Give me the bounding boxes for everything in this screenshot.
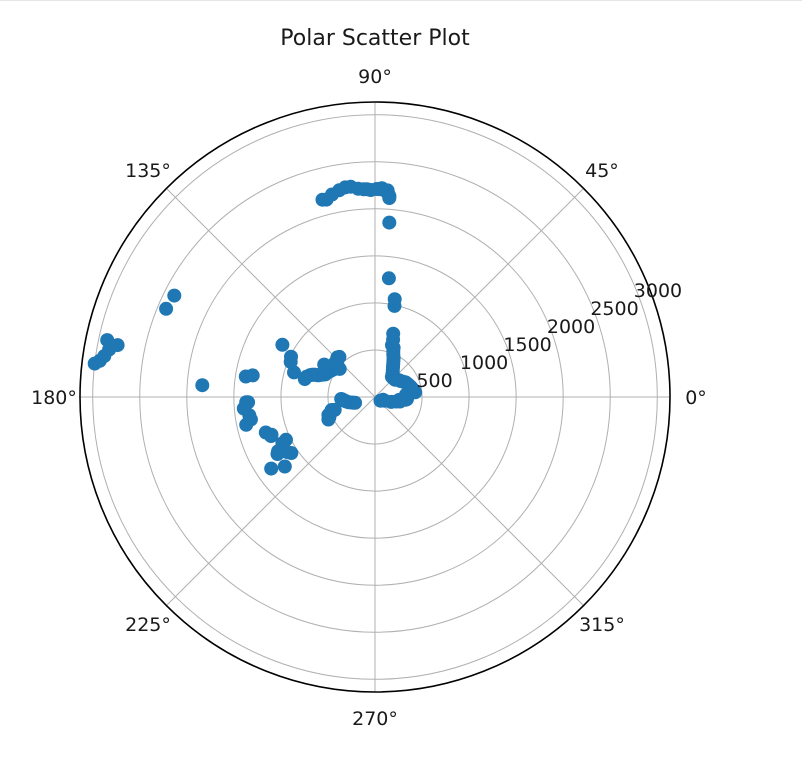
scatter-point	[275, 337, 290, 352]
r-tick-label: 2500	[590, 298, 638, 320]
theta-tick-label: 45°	[585, 160, 619, 182]
r-tick-label: 1000	[460, 352, 508, 374]
scatter-point	[245, 368, 260, 383]
polar-grid	[80, 102, 670, 692]
scatter-point	[277, 459, 292, 474]
scatter-point	[297, 372, 312, 387]
scatter-point	[321, 412, 336, 427]
scatter-point	[382, 215, 397, 230]
r-tick-label: 500	[416, 370, 452, 392]
theta-tick-label: 90°	[358, 66, 392, 88]
scatter-point	[287, 365, 301, 380]
theta-tick-label: 135°	[125, 160, 171, 182]
scatter-point	[97, 349, 112, 364]
scatter-point	[236, 401, 251, 416]
scatter-point	[284, 349, 298, 364]
scatter-point	[195, 378, 210, 393]
top-border	[0, 0, 802, 1]
tick-labels: 0°45°90°135°180°225°270°315°500100015002…	[31, 66, 707, 730]
theta-tick-label: 180°	[31, 387, 77, 409]
r-tick-label: 3000	[634, 280, 682, 302]
scatter-point	[393, 394, 407, 409]
scatter-point	[159, 301, 174, 316]
scatter-point	[382, 191, 397, 205]
scatter-point	[334, 392, 349, 406]
scatter-point	[387, 298, 402, 313]
scatter-point	[110, 338, 125, 353]
r-tick-label: 1500	[503, 334, 551, 356]
scatter-point	[100, 333, 115, 348]
theta-gridline-5	[166, 396, 376, 606]
r-tick-label: 2000	[547, 316, 595, 338]
scatter-point	[373, 393, 388, 408]
theta-tick-label: 225°	[125, 614, 171, 636]
theta-gridline-1	[374, 188, 584, 398]
chart-title: Polar Scatter Plot	[280, 26, 470, 51]
scatter-point	[167, 288, 182, 303]
theta-tick-label: 315°	[579, 614, 625, 636]
scatter-point	[264, 461, 279, 476]
theta-tick-label: 270°	[352, 708, 398, 730]
scatter-point	[239, 417, 254, 432]
theta-gridline-7	[374, 396, 584, 606]
data-points	[87, 179, 423, 476]
scatter-point	[270, 447, 285, 461]
scatter-point	[87, 356, 102, 371]
scatter-point	[332, 361, 347, 376]
scatter-point	[264, 429, 279, 444]
polar-frame	[79, 101, 671, 693]
scatter-point	[317, 357, 332, 372]
theta-tick-label: 0°	[685, 387, 707, 409]
scatter-point	[381, 271, 396, 286]
